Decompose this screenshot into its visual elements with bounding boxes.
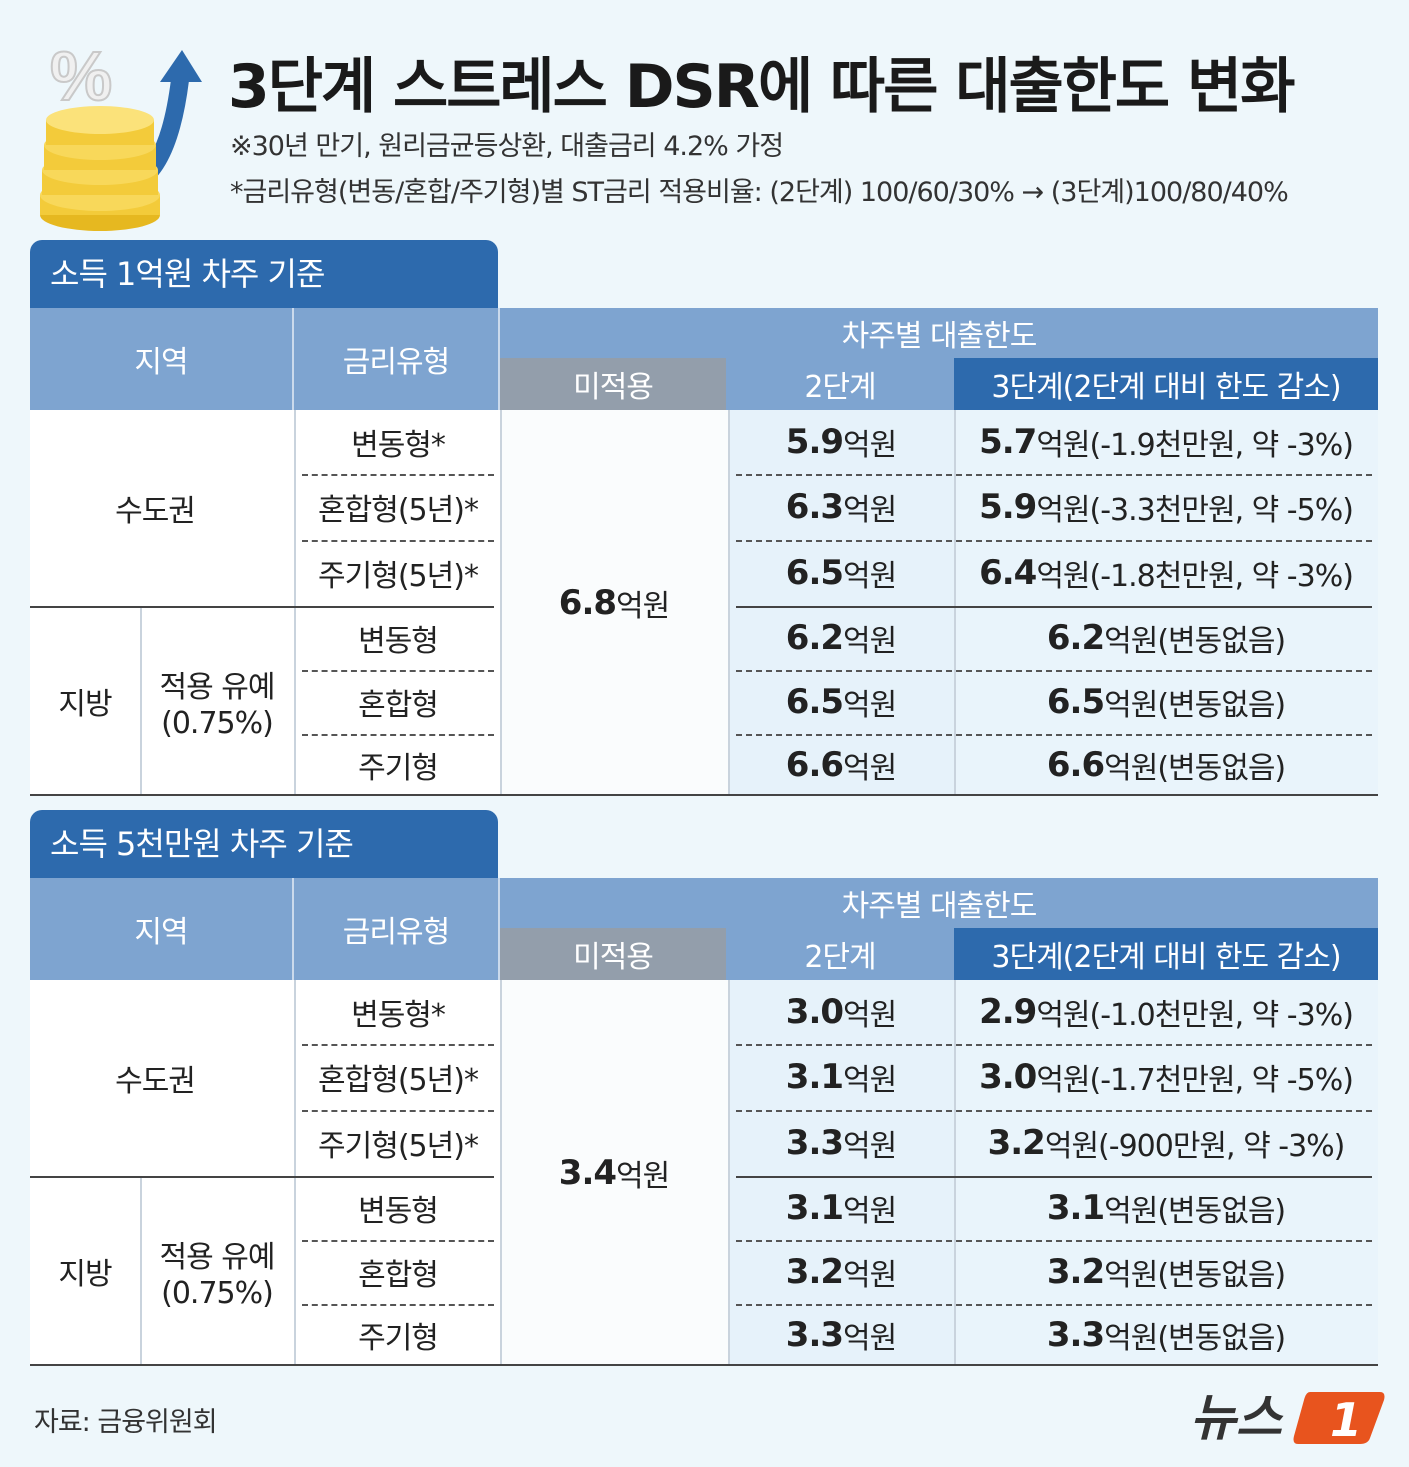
not-applied-value: 6.8 억원 <box>558 583 670 624</box>
col-stage2: 2단계 <box>804 940 876 975</box>
stage3-value: 5.9 억원 (-3.3천만원, 약 -5%) <box>979 487 1354 528</box>
stage3-value: 3.0 억원 (-1.7천만원, 약 -5%) <box>979 1057 1354 1098</box>
rate-type-cell: 주기형 <box>358 1321 439 1356</box>
stage3-value: 3.3 억원 (변동없음) <box>1046 1315 1286 1356</box>
assumption-note: ※30년 만기, 원리금균등상환, 대출금리 4.2% 가정 <box>230 131 784 162</box>
col-not-applied: 미적용 <box>573 370 654 405</box>
section-income-100m: 소득 1억원 차주 기준 지역 금리유형 차주별 대출한도 미적용 2단계 3단… <box>30 240 1380 800</box>
rate-type-cell: 주기형(5년)* <box>318 1129 479 1164</box>
rate-type-cell: 혼합형 <box>358 1258 439 1293</box>
rate-type-cell: 변동형 <box>358 624 439 659</box>
stage2-value: 3.0 억원 <box>785 992 897 1033</box>
header: % 3단계 스트레스 DSR에 따른 대출한도 변화 ※30년 만기, 원리금균… <box>0 0 1409 231</box>
rate-type-cell: 혼합형(5년)* <box>318 493 479 528</box>
local-deferral: 적용 유예 (0.75%) <box>159 669 276 741</box>
col-rate-type: 금리유형 <box>342 345 450 380</box>
stage2-value: 6.5 억원 <box>785 682 897 723</box>
local-deferral: 적용 유예 (0.75%) <box>159 1239 276 1311</box>
col-limit: 차주별 대출한도 <box>841 319 1038 354</box>
stage3-value: 3.2 억원 (-900만원, 약 -3%) <box>987 1123 1346 1164</box>
col-rate-type: 금리유형 <box>342 915 450 950</box>
coins-percent-arrow-icon: % <box>40 36 202 231</box>
rate-type-cell: 주기형(5년)* <box>318 559 479 594</box>
stage2-value: 3.3 억원 <box>785 1123 897 1164</box>
stage2-value: 6.2 억원 <box>785 618 897 659</box>
stage2-value: 3.3 억원 <box>785 1315 897 1356</box>
stage2-value: 3.1 억원 <box>785 1188 897 1229</box>
page-title: 3단계 스트레스 DSR에 따른 대출한도 변화 <box>228 52 1295 122</box>
region-metro: 수도권 <box>115 1064 196 1099</box>
rate-type-cell: 혼합형(5년)* <box>318 1063 479 1098</box>
ratio-note: *금리유형(변동/혼합/주기형)별 ST금리 적용비율: (2단계) 100/6… <box>230 177 1289 208</box>
stage3-value: 2.9 억원 (-1.0천만원, 약 -3%) <box>979 992 1354 1033</box>
col-stage3: 3단계(2단계 대비 한도 감소) <box>991 370 1341 405</box>
rate-type-cell: 변동형 <box>358 1194 439 1229</box>
stage2-value: 6.3 억원 <box>785 487 897 528</box>
rate-type-cell: 혼합형 <box>358 688 439 723</box>
table-body: 수도권 지방 적용 유예 (0.75%) 변동형* 혼합형(5년)* 주기형(5… <box>30 980 1378 1366</box>
stage2-value: 3.2 억원 <box>785 1252 897 1293</box>
stage2-value: 6.5 억원 <box>785 553 897 594</box>
rate-type-cell: 주기형 <box>358 751 439 786</box>
stage3-value: 3.2 억원 (변동없음) <box>1046 1252 1286 1293</box>
rate-type-cell: 변동형* <box>351 998 446 1033</box>
col-region: 지역 <box>134 915 188 950</box>
region-local: 지방 <box>58 1257 112 1292</box>
table-body: 수도권 지방 적용 유예 (0.75%) 변동형* 혼합형(5년)* 주기형(5… <box>30 410 1378 796</box>
section-title: 소득 1억원 차주 기준 <box>30 240 498 308</box>
rate-type-cell: 변동형* <box>351 428 446 463</box>
section-income-50m: 소득 5천만원 차주 기준 지역 금리유형 차주별 대출한도 미적용 2단계 3… <box>30 810 1380 1370</box>
col-limit: 차주별 대출한도 <box>841 889 1038 924</box>
region-metro: 수도권 <box>115 494 196 529</box>
stage3-value: 6.5 억원 (변동없음) <box>1046 682 1286 723</box>
region-local: 지방 <box>58 687 112 722</box>
news1-logo: 뉴스 1 <box>1190 1389 1385 1447</box>
source-credit: 자료: 금융위원회 <box>34 1407 218 1438</box>
svg-text:%: % <box>50 37 112 115</box>
stage2-value: 3.1 억원 <box>785 1057 897 1098</box>
svg-text:1: 1 <box>1330 1393 1362 1447</box>
not-applied-value: 3.4 억원 <box>558 1153 670 1194</box>
col-stage2: 2단계 <box>804 370 876 405</box>
stage3-value: 6.2 억원 (변동없음) <box>1046 618 1286 659</box>
col-region: 지역 <box>134 345 188 380</box>
stage3-value: 6.4 억원 (-1.8천만원, 약 -3%) <box>979 553 1354 594</box>
col-not-applied: 미적용 <box>573 940 654 975</box>
stage2-value: 5.9 억원 <box>785 422 897 463</box>
svg-text:뉴스: 뉴스 <box>1190 1389 1284 1447</box>
stage3-value: 3.1 억원 (변동없음) <box>1046 1188 1286 1229</box>
section-title: 소득 5천만원 차주 기준 <box>30 810 498 878</box>
stage3-value: 6.6 억원 (변동없음) <box>1046 745 1286 786</box>
stage2-value: 6.6 억원 <box>785 745 897 786</box>
col-stage3: 3단계(2단계 대비 한도 감소) <box>991 940 1341 975</box>
stage3-value: 5.7 억원 (-1.9천만원, 약 -3%) <box>979 422 1354 463</box>
